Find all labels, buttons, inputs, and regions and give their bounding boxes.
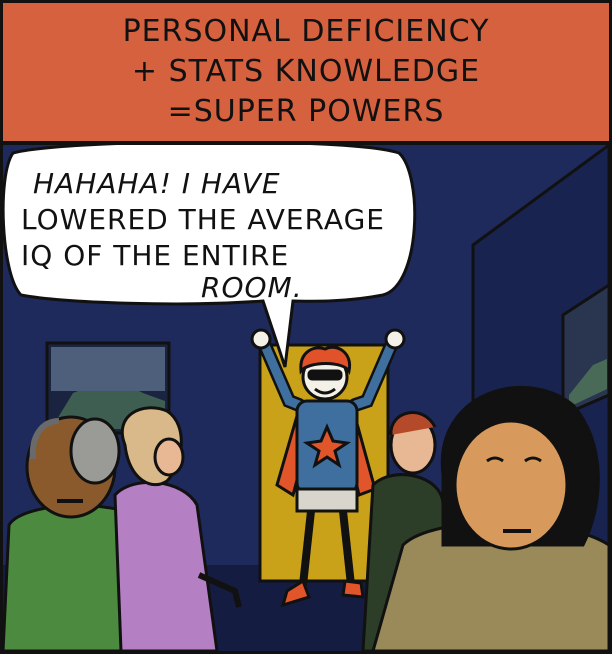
right-painting [561, 283, 609, 418]
speech-line-4: ROOM. [201, 271, 303, 304]
caption-line-3: =SUPER POWERS [167, 94, 445, 129]
dark-haired-woman-character [371, 385, 609, 651]
caption-line-2: + STATS KNOWLEDGE [131, 54, 481, 89]
gray-haired-man-character [69, 417, 121, 485]
speech-line-3: IQ OF THE ENTIRE [21, 239, 289, 272]
room-scene: HAHAHA! I HAVE LOWERED THE AVERAGE IQ OF… [3, 145, 609, 651]
speech-bubble: HAHAHA! I HAVE LOWERED THE AVERAGE IQ OF… [3, 145, 417, 368]
caption-box: PERSONAL DEFICIENCY + STATS KNOWLEDGE =S… [3, 3, 609, 145]
caption-line-1: PERSONAL DEFICIENCY [122, 14, 490, 49]
speech-line-1: HAHAHA! I HAVE [33, 167, 281, 200]
superhero-character [250, 328, 406, 608]
blonde-woman-character [113, 406, 242, 651]
speech-line-2: LOWERED THE AVERAGE [21, 203, 385, 236]
